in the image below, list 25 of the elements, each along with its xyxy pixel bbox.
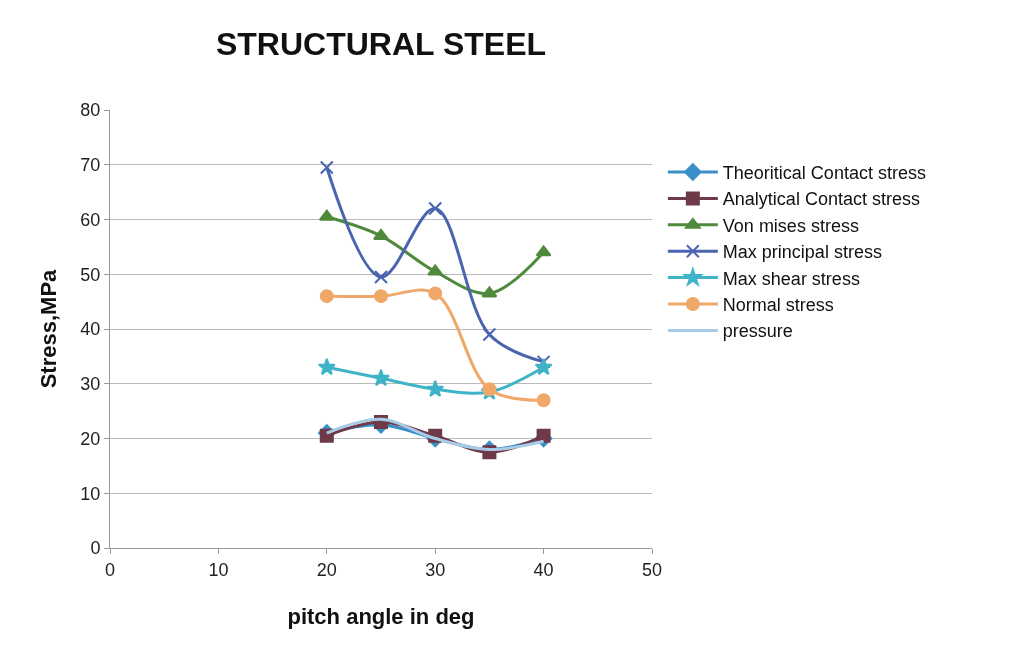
y-tick-label: 30 [80, 374, 101, 395]
x-tick-label: 40 [533, 559, 554, 580]
x-tick-label: 50 [641, 559, 663, 580]
x-tick-label: 0 [104, 559, 116, 580]
x-axis-title: pitch angle in deg [287, 604, 475, 629]
y-axis-title: Stress,MPa [36, 268, 61, 389]
x-tick-label: 10 [208, 559, 229, 580]
y-tick-label: 60 [80, 209, 101, 230]
legend-label: Normal stress [722, 295, 834, 316]
legend-label: Max shear stress [722, 268, 860, 289]
y-tick-label: 80 [80, 100, 101, 121]
chart-title: STRUCTURAL STEEL [215, 26, 547, 62]
legend-label: Theoritical Contact stress [722, 163, 926, 184]
y-tick-label: 40 [80, 319, 101, 340]
y-tick-label: 0 [90, 538, 101, 559]
y-tick-label: 70 [80, 155, 101, 176]
legend-label: pressure [722, 321, 793, 342]
legend-label: Max principal stress [722, 242, 882, 263]
x-tick-label: 30 [425, 559, 446, 580]
legend-label: Von mises stress [722, 215, 859, 236]
y-tick-label: 10 [80, 483, 101, 504]
x-tick-label: 20 [316, 559, 337, 580]
y-tick-label: 50 [80, 264, 101, 285]
y-tick-label: 20 [80, 428, 101, 449]
legend-label: Analytical Contact stress [722, 189, 920, 210]
